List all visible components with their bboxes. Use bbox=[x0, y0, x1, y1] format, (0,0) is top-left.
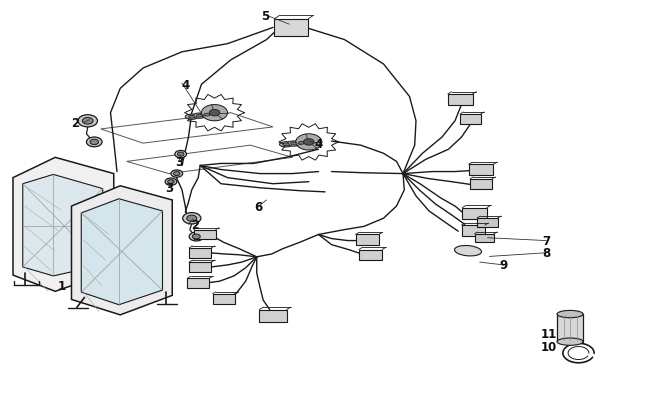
FancyBboxPatch shape bbox=[460, 115, 481, 124]
Polygon shape bbox=[304, 139, 314, 146]
Ellipse shape bbox=[208, 112, 221, 117]
Text: 2: 2 bbox=[71, 117, 79, 130]
FancyBboxPatch shape bbox=[474, 234, 494, 242]
FancyBboxPatch shape bbox=[189, 262, 211, 272]
FancyBboxPatch shape bbox=[187, 279, 209, 288]
FancyBboxPatch shape bbox=[477, 218, 498, 227]
Ellipse shape bbox=[211, 113, 218, 116]
Polygon shape bbox=[296, 134, 322, 151]
Polygon shape bbox=[23, 175, 103, 276]
Text: 4: 4 bbox=[315, 137, 322, 150]
Text: 8: 8 bbox=[542, 247, 550, 260]
Text: 5: 5 bbox=[261, 10, 269, 23]
Text: 11: 11 bbox=[541, 328, 558, 341]
Circle shape bbox=[175, 151, 187, 158]
Text: 6: 6 bbox=[255, 200, 263, 213]
Text: 3: 3 bbox=[175, 156, 183, 168]
Circle shape bbox=[189, 232, 203, 241]
Circle shape bbox=[78, 115, 98, 128]
Circle shape bbox=[165, 179, 177, 186]
FancyBboxPatch shape bbox=[194, 230, 216, 240]
Polygon shape bbox=[81, 199, 162, 305]
FancyBboxPatch shape bbox=[557, 314, 583, 342]
Text: 9: 9 bbox=[500, 259, 508, 272]
Polygon shape bbox=[202, 105, 228, 121]
Circle shape bbox=[177, 153, 184, 157]
Ellipse shape bbox=[280, 143, 292, 148]
Text: 10: 10 bbox=[541, 340, 558, 353]
Circle shape bbox=[168, 180, 174, 184]
Ellipse shape bbox=[454, 246, 482, 256]
FancyBboxPatch shape bbox=[469, 165, 493, 175]
FancyBboxPatch shape bbox=[189, 248, 211, 258]
Ellipse shape bbox=[283, 144, 289, 147]
Polygon shape bbox=[72, 186, 172, 315]
Ellipse shape bbox=[298, 142, 305, 145]
Ellipse shape bbox=[188, 116, 195, 119]
Ellipse shape bbox=[203, 114, 210, 117]
Text: 4: 4 bbox=[181, 79, 189, 92]
Circle shape bbox=[86, 138, 102, 147]
Circle shape bbox=[192, 234, 200, 239]
Circle shape bbox=[187, 215, 197, 222]
Ellipse shape bbox=[200, 113, 213, 118]
FancyBboxPatch shape bbox=[356, 235, 379, 245]
FancyBboxPatch shape bbox=[259, 310, 287, 322]
FancyBboxPatch shape bbox=[359, 250, 382, 260]
Ellipse shape bbox=[295, 141, 308, 146]
FancyBboxPatch shape bbox=[462, 208, 487, 220]
Circle shape bbox=[183, 213, 201, 224]
Ellipse shape bbox=[306, 141, 313, 144]
FancyBboxPatch shape bbox=[448, 95, 473, 106]
Circle shape bbox=[83, 118, 93, 125]
Polygon shape bbox=[13, 158, 114, 292]
Ellipse shape bbox=[291, 143, 297, 146]
FancyBboxPatch shape bbox=[213, 294, 235, 304]
Text: 7: 7 bbox=[542, 234, 550, 247]
Text: 3: 3 bbox=[165, 182, 173, 195]
Ellipse shape bbox=[196, 115, 203, 118]
FancyBboxPatch shape bbox=[462, 226, 485, 236]
Text: 1: 1 bbox=[58, 279, 66, 292]
Ellipse shape bbox=[185, 115, 198, 120]
Ellipse shape bbox=[287, 142, 300, 147]
Ellipse shape bbox=[193, 114, 206, 119]
Polygon shape bbox=[209, 110, 220, 117]
Ellipse shape bbox=[557, 338, 583, 345]
Circle shape bbox=[174, 172, 180, 176]
FancyBboxPatch shape bbox=[274, 20, 308, 37]
FancyBboxPatch shape bbox=[470, 179, 492, 189]
Ellipse shape bbox=[557, 311, 583, 318]
Text: 2: 2 bbox=[191, 218, 199, 231]
Circle shape bbox=[171, 171, 183, 178]
Ellipse shape bbox=[303, 140, 316, 145]
Circle shape bbox=[90, 140, 99, 145]
